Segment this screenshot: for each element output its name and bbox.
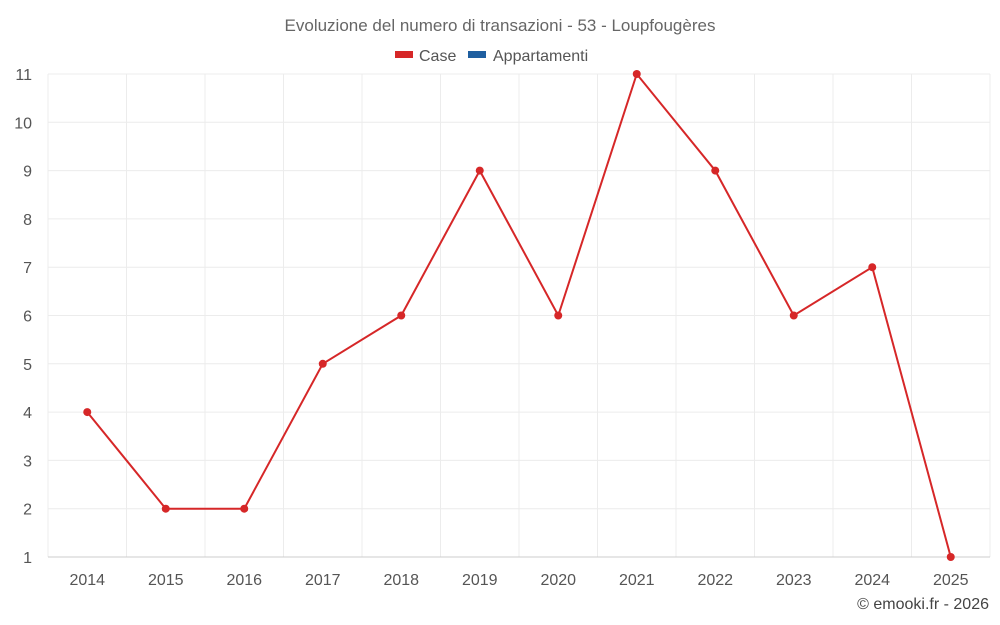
x-tick-label: 2020 [540,572,576,589]
x-tick-label: 2015 [148,572,184,589]
data-point-case-2021[interactable] [632,70,641,78]
legend-label-appartamenti: Appartamenti [493,48,588,65]
data-point-case-2014[interactable] [83,408,92,417]
x-tick-label: 2021 [619,572,655,589]
legend-item-case[interactable]: Case [395,48,456,65]
x-axis-ticks: 2014 2015 2016 2017 2018 2019 2020 2021 2022 2023… [69,572,968,589]
y-axis-ticks: 1 2 3 4 5 6 7 8 9 10 11 [14,67,32,567]
y-tick-label: 11 [15,67,32,84]
y-tick-label: 3 [23,453,32,470]
y-tick-label: 2 [23,502,32,519]
data-point-case-2020[interactable] [554,311,563,320]
series-line-case [86,71,952,558]
legend-label-case: Case [419,48,456,65]
data-point-case-2019[interactable] [475,166,484,175]
y-tick-label: 5 [23,357,32,374]
x-tick-label: 2024 [854,572,890,589]
y-tick-label: 10 [14,115,32,132]
data-point-case-2025[interactable] [946,553,955,561]
y-tick-label: 9 [23,164,32,181]
data-point-case-2016[interactable] [240,504,249,513]
y-tick-label: 4 [23,405,32,422]
x-tick-label: 2022 [697,572,733,589]
y-tick-label: 6 [23,309,32,326]
data-point-case-2018[interactable] [397,311,406,320]
series-case [83,70,955,561]
credit-text: © emooki.fr - 2026 [857,596,989,613]
x-tick-label: 2019 [462,572,498,589]
legend-item-appartamenti[interactable]: Appartamenti [468,48,588,65]
x-tick-label: 2016 [226,572,262,589]
x-tick-label: 2023 [776,572,812,589]
x-tick-label: 2017 [305,572,341,589]
x-tick-label: 2025 [933,572,969,589]
gridlines [47,73,991,558]
legend-swatch-case [395,51,413,58]
y-tick-label: 1 [23,550,32,567]
data-point-case-2015[interactable] [161,504,170,513]
y-tick-label: 7 [23,260,32,277]
data-point-case-2023[interactable] [789,311,798,320]
legend: Case Appartamenti [395,48,588,65]
chart-title: Evoluzione del numero di transazioni - 5… [285,16,716,35]
x-tick-label: 2014 [69,572,105,589]
x-tick-label: 2018 [383,572,419,589]
data-point-case-2017[interactable] [318,359,327,368]
data-point-case-2024[interactable] [868,263,877,272]
y-tick-label: 8 [23,212,32,229]
legend-swatch-appartamenti [468,51,486,58]
data-point-case-2022[interactable] [711,166,720,175]
